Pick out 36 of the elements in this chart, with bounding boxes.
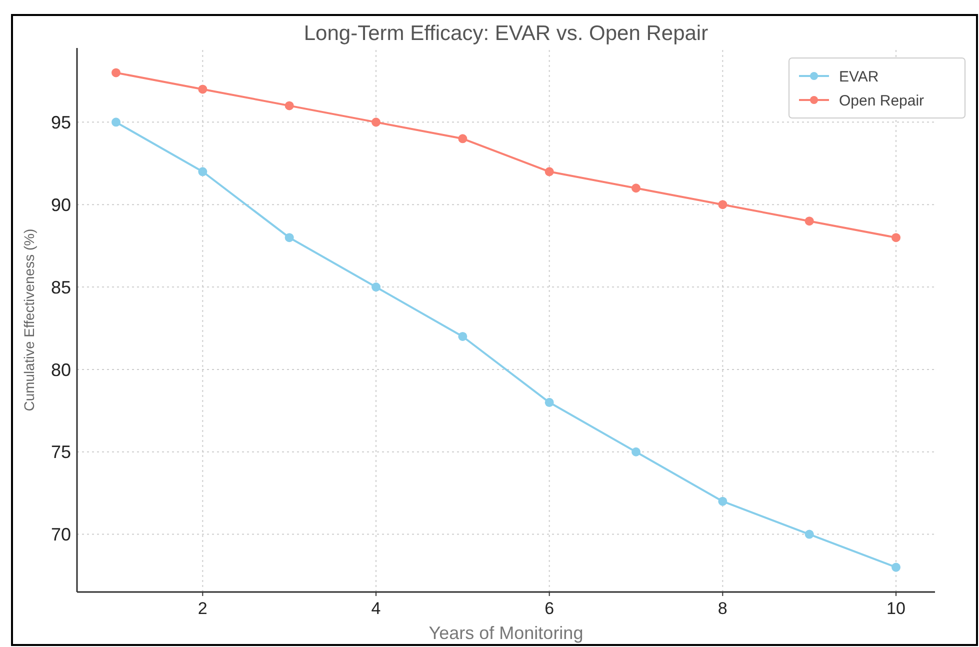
point: [198, 84, 208, 94]
y-tick-label: 85: [50, 277, 71, 298]
x-tick-label: 4: [371, 599, 381, 618]
y-tick-label: 80: [50, 360, 71, 380]
point: [372, 282, 380, 292]
point: [544, 167, 554, 176]
point: [198, 167, 208, 176]
x-tick-label: 8: [718, 599, 728, 618]
x-tick-label: 2: [198, 599, 208, 618]
y-tick-label: 95: [50, 112, 71, 132]
point: [632, 447, 640, 456]
x-axis-title: Years of Monitoring: [428, 623, 584, 643]
y-axis-title: Cumulative Effectiveness (%): [21, 228, 37, 412]
point: [458, 134, 468, 144]
point: [112, 68, 120, 78]
point: [718, 496, 728, 506]
legend-label: Open Repair: [839, 92, 924, 110]
y-tick-label: 70: [50, 524, 71, 545]
point: [718, 200, 728, 210]
y-tick-label: 90: [50, 194, 71, 215]
point: [284, 101, 294, 110]
point: [544, 398, 554, 407]
point: [284, 233, 294, 242]
point: [112, 118, 120, 127]
y-tick-label: 75: [50, 442, 71, 462]
point: [892, 562, 900, 572]
point: [372, 118, 380, 127]
point: [892, 233, 900, 242]
point: [632, 184, 640, 193]
legend-label: EVAR: [839, 68, 879, 86]
point: [458, 332, 468, 341]
point: [804, 530, 814, 539]
chart-title: Long-Term Efficacy: EVAR vs. Open Repair: [304, 22, 708, 45]
x-tick-label: 6: [544, 599, 554, 618]
x-tick-label: 10: [886, 599, 906, 618]
point: [804, 216, 814, 226]
